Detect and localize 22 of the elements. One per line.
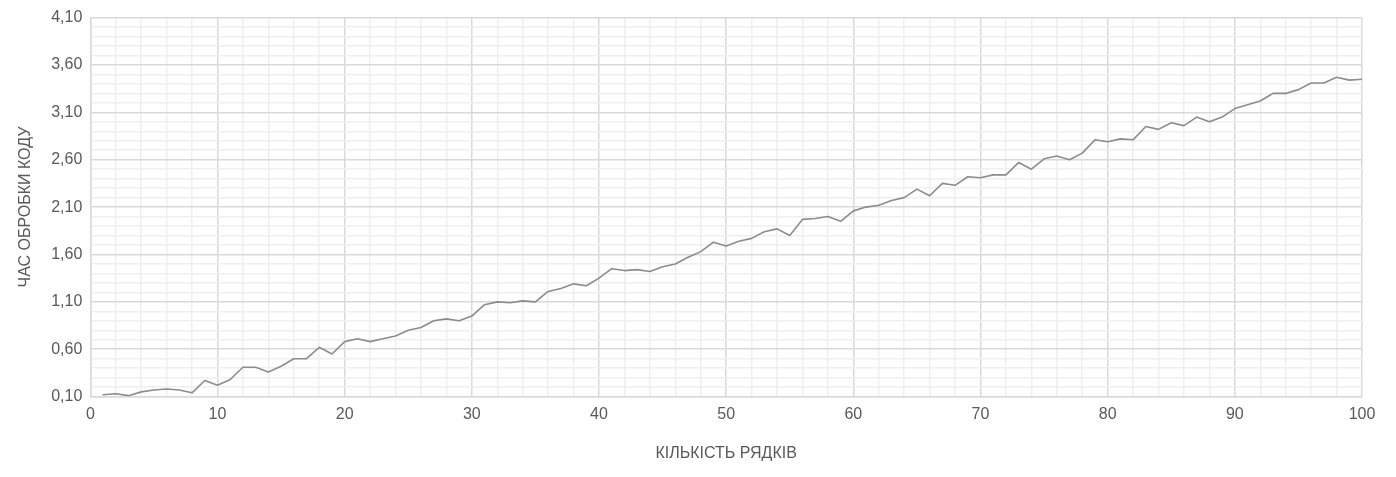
y-tick-label: 2,60 (51, 150, 83, 168)
x-tick-label: 60 (844, 404, 863, 422)
y-tick-label: 1,10 (51, 292, 83, 310)
x-tick-label: 80 (1098, 404, 1117, 422)
x-tick-label: 40 (590, 404, 608, 422)
y-tick-label: 0,10 (51, 387, 83, 405)
x-axis-title: КІЛЬКІСТЬ РЯДКІВ (655, 443, 797, 461)
y-tick-label: 0,60 (51, 339, 83, 357)
x-tick-label: 50 (717, 404, 736, 422)
x-tick-label: 0 (85, 404, 95, 422)
x-tick-label: 30 (462, 404, 481, 422)
y-axis-title: ЧАС ОБРОБКИ КОДУ (16, 125, 34, 288)
x-tick-label: 90 (1225, 404, 1244, 422)
y-tick-label: 2,10 (51, 197, 83, 215)
x-tick-label: 10 (208, 404, 227, 422)
y-tick-label: 3,10 (51, 102, 83, 120)
x-tick-label: 20 (335, 404, 354, 422)
y-tick-label: 1,60 (51, 244, 83, 262)
y-tick-label: 3,60 (51, 55, 83, 73)
y-tick-label: 4,10 (51, 8, 83, 26)
x-tick-label: 70 (971, 404, 990, 422)
x-tick-label: 100 (1348, 404, 1376, 422)
